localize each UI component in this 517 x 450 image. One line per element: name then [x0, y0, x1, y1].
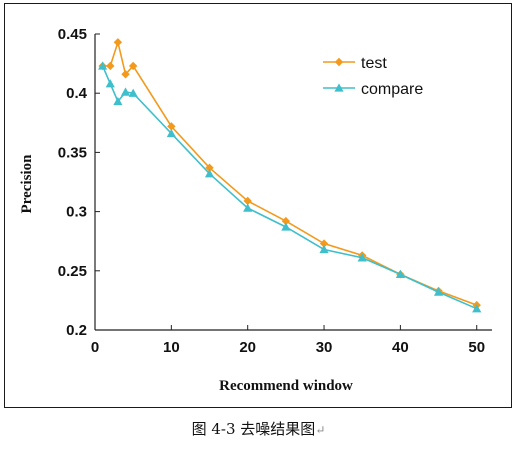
- data-point-test: [243, 196, 252, 206]
- data-point-compare: [105, 79, 115, 88]
- axes: [94, 34, 492, 331]
- data-point-compare: [204, 169, 215, 178]
- x-axis-title: Recommend window: [219, 378, 353, 394]
- x-tick-label: 30: [316, 339, 333, 356]
- data-point-test: [113, 38, 123, 47]
- precision-line-chart: 0.2 0.25 0.3 0.35 0.4 0.45 0 10 20 30 40 50 Precis…: [19, 26, 492, 394]
- series-test: [98, 38, 481, 310]
- x-tick-label: 10: [163, 339, 180, 356]
- data-point-compare: [120, 87, 131, 96]
- legend-label: test: [361, 55, 387, 72]
- x-tick-label: 50: [468, 339, 485, 356]
- data-point-test: [106, 61, 115, 71]
- data-point-test: [319, 239, 329, 248]
- y-tick-label: 0.3: [66, 204, 87, 221]
- series-compare: [98, 61, 482, 313]
- x-tick-label: 0: [91, 339, 99, 356]
- series-layer: [98, 38, 482, 313]
- data-point-test: [167, 122, 176, 131]
- data-point-compare: [319, 244, 329, 254]
- legend-item-test: test: [323, 55, 387, 72]
- series-line-compare: [101, 65, 478, 310]
- data-point-compare: [113, 96, 123, 106]
- legend-label: compare: [361, 81, 423, 98]
- return-mark-icon: ↵: [315, 423, 326, 437]
- y-tick-label: 0.4: [66, 85, 88, 102]
- y-tick-label: 0.25: [58, 263, 87, 280]
- x-tick-label: 40: [392, 339, 409, 356]
- data-point-compare: [98, 61, 108, 70]
- y-axis-title: Precision: [19, 154, 35, 214]
- data-point-compare: [166, 128, 176, 138]
- data-point-compare: [472, 304, 482, 313]
- figure-caption-text: 图 4-3 去噪结果图: [191, 420, 316, 438]
- y-tick-label: 0.2: [66, 322, 87, 339]
- y-tick-label: 0.45: [58, 26, 87, 43]
- data-point-compare: [128, 88, 138, 97]
- y-tick-label: 0.35: [58, 144, 87, 161]
- data-point-test: [281, 216, 291, 226]
- data-point-compare: [281, 222, 291, 231]
- data-point-test: [205, 163, 214, 172]
- figure-caption: 图 4-3 去噪结果图↵: [0, 418, 517, 439]
- legend: test compare: [323, 55, 423, 98]
- data-point-compare: [395, 269, 405, 279]
- y-axis-ticks: 0.2 0.25 0.3 0.35 0.4 0.45: [58, 26, 100, 339]
- data-point-test: [128, 61, 138, 71]
- data-point-compare: [243, 203, 253, 212]
- legend-marker: [334, 57, 344, 67]
- legend-marker: [334, 83, 344, 92]
- data-point-compare: [357, 253, 367, 262]
- x-tick-label: 20: [239, 339, 256, 356]
- legend-item-compare: compare: [323, 81, 423, 98]
- data-point-compare: [433, 287, 444, 296]
- x-axis-ticks: 0 10 20 30 40 50: [91, 325, 485, 356]
- data-point-test: [121, 70, 130, 79]
